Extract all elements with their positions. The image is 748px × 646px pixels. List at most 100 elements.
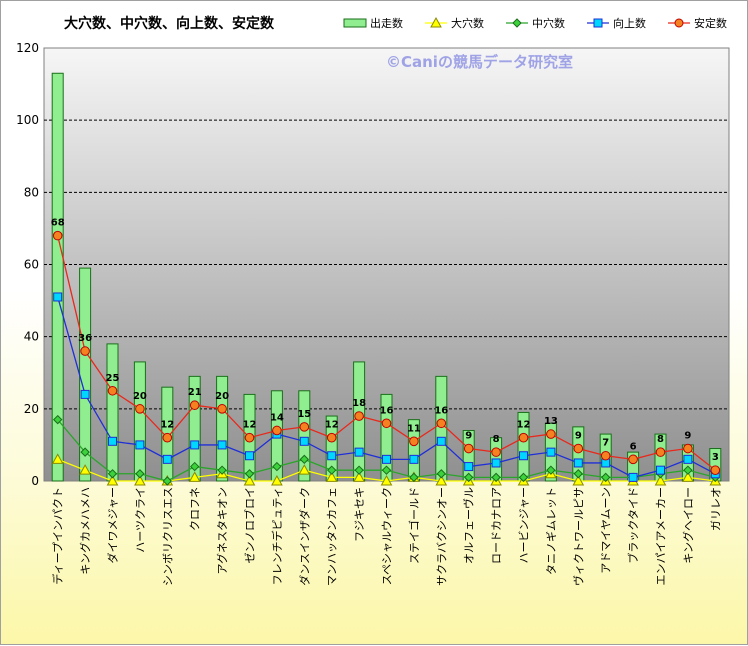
y-tick-label: 100 [16, 113, 39, 127]
point [436, 469, 447, 479]
point [189, 400, 200, 411]
legend-marker [512, 18, 522, 28]
legend-entry: 安定数 [668, 16, 727, 30]
data-label: 11 [407, 423, 421, 434]
x-tick-label: ブラックタイド [626, 487, 640, 564]
point [464, 462, 474, 472]
data-label: 12 [243, 420, 257, 431]
point [491, 472, 501, 483]
x-tick-label: ハーツクライ [134, 487, 147, 553]
data-label: 21 [188, 387, 202, 398]
point [409, 454, 419, 464]
point [108, 436, 117, 446]
point [710, 465, 721, 475]
point [188, 471, 201, 482]
data-label: 9 [575, 431, 582, 442]
legend-marker [674, 18, 684, 28]
data-label: 12 [325, 420, 339, 431]
bar [51, 72, 64, 482]
data-label: 9 [465, 431, 472, 442]
point [683, 443, 693, 454]
point [245, 451, 254, 461]
x-tick-label: シンボリクリスエス [161, 487, 174, 586]
point [107, 469, 118, 479]
legend: 出走数 大穴数 中穴数 向上数 安定数 [343, 16, 727, 30]
point [52, 230, 63, 241]
point [682, 471, 694, 482]
legend-entry: 大穴数 [425, 16, 484, 30]
point [573, 458, 583, 468]
data-label: 68 [51, 218, 65, 229]
data-label: 14 [270, 412, 284, 423]
x-axis: ディープインパクト キングカメハメハ ダイワメジャー ハーツクライ シンボリクリスエス ク… [51, 487, 723, 586]
x-tick-label: ディープインパクト [51, 487, 65, 585]
point [683, 465, 693, 475]
data-label: 20 [215, 391, 229, 402]
point [162, 476, 173, 486]
point [80, 389, 90, 399]
legend-entry: 向上数 [587, 16, 646, 30]
point [491, 447, 501, 457]
bar [435, 375, 448, 482]
point [354, 447, 364, 457]
y-tick-label: 80 [24, 185, 39, 199]
data-label: 13 [544, 416, 558, 427]
data-label: 18 [352, 398, 366, 409]
y-tick-label: 20 [24, 402, 39, 416]
point [628, 472, 638, 482]
x-tick-label: ステイゴールド [407, 487, 421, 564]
x-tick-label: ダイワメジャー [106, 487, 120, 563]
x-tick-label: ゼンノロブロイ [243, 487, 257, 563]
bar [353, 361, 366, 482]
point [463, 472, 474, 483]
point [654, 474, 667, 486]
x-tick-label: スペシャルウィーク [381, 487, 394, 585]
point [573, 469, 584, 479]
point [298, 464, 311, 475]
point [546, 429, 556, 439]
data-label: 16 [434, 405, 448, 416]
legend-entry: 出走数 [343, 16, 403, 30]
x-tick-label: サクラバクシンオー [435, 487, 448, 586]
point [272, 425, 282, 436]
point [135, 404, 145, 414]
point [106, 474, 119, 486]
point [546, 447, 556, 457]
point [217, 404, 227, 414]
data-label: 12 [160, 420, 174, 431]
x-tick-label: オルフェーヴル [462, 487, 476, 564]
point [600, 472, 611, 483]
bar [216, 375, 229, 482]
legend-label: 大穴数 [451, 16, 484, 30]
data-label: 16 [380, 405, 394, 416]
data-label: 3 [712, 452, 719, 463]
y-tick-label: 60 [24, 258, 39, 272]
point [381, 418, 392, 429]
point [600, 450, 611, 461]
line-series [51, 230, 722, 486]
point [409, 436, 419, 447]
watermark: ©Caniの競馬データ研究室 [386, 53, 573, 71]
point [435, 474, 448, 486]
point [573, 443, 584, 454]
point [271, 474, 283, 486]
point [519, 451, 528, 461]
point [107, 385, 118, 396]
point [217, 465, 227, 475]
x-tick-label: マンハッタンカフェ [326, 487, 339, 586]
x-tick-label: ロードカナロア [490, 487, 503, 564]
legend-swatch [343, 18, 367, 28]
point [244, 432, 255, 443]
point [683, 454, 693, 464]
point [243, 474, 256, 486]
legend-entry: 中穴数 [506, 16, 565, 30]
point [463, 443, 474, 454]
point [628, 454, 638, 465]
x-tick-label: エンパイアメーカー [655, 487, 668, 585]
point [135, 440, 145, 450]
chart-title: 大穴数、中穴数、向上数、安定数 [64, 15, 275, 32]
point [518, 432, 529, 443]
